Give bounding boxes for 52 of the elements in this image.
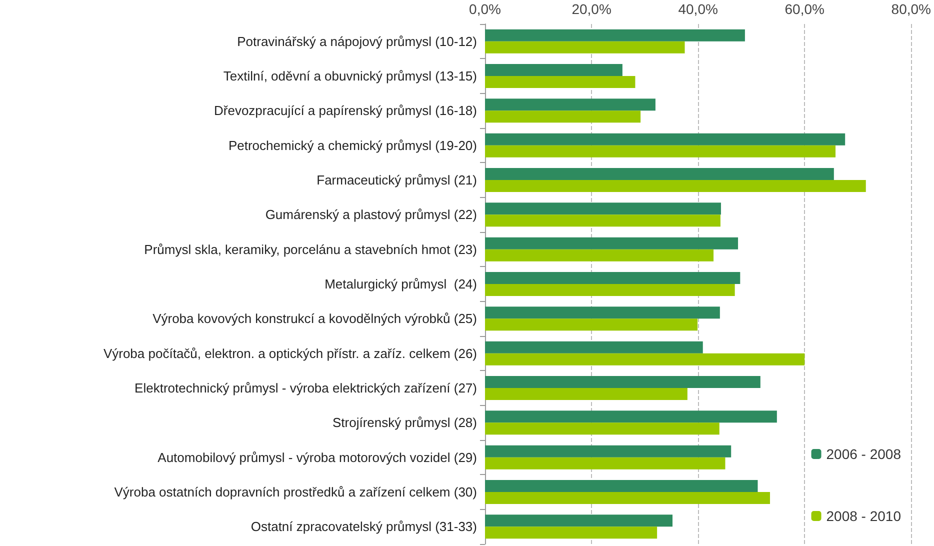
bar: [485, 514, 673, 527]
bar: [485, 526, 658, 539]
bar: [485, 145, 836, 158]
y-tick-label: Elektrotechnický průmysl - výroba elektrických zařízení (27): [134, 380, 477, 396]
y-tick-label: Automobilový průmysl - výroba motorových vozidel (29): [158, 450, 477, 465]
bar: [485, 341, 703, 354]
y-tick-label: Metalurgický průmysl (24): [324, 276, 477, 292]
legend-label: 2006 - 2008: [826, 446, 902, 462]
y-tick-label: Dřevozpracující a papírenský průmysl (16-18): [214, 103, 477, 118]
bar: [485, 306, 720, 319]
bar: [485, 41, 685, 54]
bar: [485, 376, 760, 388]
bar: [485, 445, 732, 458]
bar: [485, 318, 698, 331]
x-tick-label: 0,0%: [469, 1, 501, 17]
y-tick-label: Farmaceutický průmysl (21): [316, 172, 477, 188]
bar: [485, 249, 714, 262]
x-tick-label: 80,0%: [891, 1, 932, 17]
y-tick-label: Výroba ostatních dopravních prostředků a zařízení celkem (30): [114, 484, 477, 500]
y-tick-label: Potravinářský a nápojový průmysl (10-12): [237, 34, 477, 49]
y-tick-label: Textilní, oděvní a obuvnický průmysl (13-15): [223, 68, 477, 84]
bar: [485, 110, 641, 123]
x-tick-label: 40,0%: [678, 1, 718, 17]
bar: [485, 422, 720, 435]
bar: [485, 202, 721, 215]
bar: [485, 180, 866, 192]
y-tick-label: Průmysl skla, keramiky, porcelánu a stavebních hmot (23): [144, 242, 477, 257]
legend-label: 2008 - 2010: [826, 508, 902, 524]
y-tick-label: Výroba kovových konstrukcí a kovodělných výrobků (25): [152, 311, 477, 326]
bar: [485, 284, 735, 296]
bar: [485, 76, 636, 88]
bar: [485, 214, 720, 227]
bar: [485, 64, 622, 76]
x-tick-label: 60,0%: [784, 1, 824, 17]
bar: [485, 98, 656, 111]
bar: [485, 237, 738, 250]
y-tick-label: Petrochemický a chemický průmysl (19-20): [228, 138, 477, 153]
bar: [485, 133, 846, 146]
bar: [485, 272, 740, 284]
bar: [485, 29, 745, 42]
bar: [485, 168, 834, 180]
bar: [485, 353, 805, 366]
y-tick-label: Výroba počítačů, elektron. a optických přístr. a zaříz. celkem (26): [103, 346, 477, 361]
y-tick-label: Ostatní zpracovatelský průmysl (31-33): [250, 519, 477, 534]
bar: [485, 492, 770, 504]
bar: [485, 388, 688, 400]
bar: [485, 457, 726, 470]
bar: [485, 480, 758, 492]
bar: [485, 410, 777, 423]
y-tick-label: Gumárenský a plastový průmysl (22): [265, 207, 477, 222]
x-tick-label: 20,0%: [572, 1, 612, 17]
y-tick-label: Strojírenský průmysl (28): [332, 415, 477, 430]
